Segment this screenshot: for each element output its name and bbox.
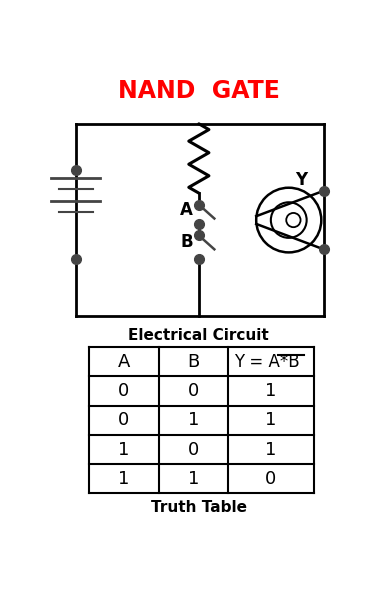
Text: NAND  GATE: NAND GATE: [118, 79, 280, 103]
Text: 1: 1: [265, 411, 277, 429]
Text: 0: 0: [118, 411, 129, 429]
Text: 1: 1: [188, 411, 199, 429]
Text: 1: 1: [118, 441, 129, 458]
Text: Truth Table: Truth Table: [151, 499, 247, 515]
Text: 1: 1: [188, 470, 199, 488]
Text: Y = A*B: Y = A*B: [234, 353, 300, 370]
Text: Y: Y: [295, 171, 307, 189]
Text: B: B: [187, 353, 199, 370]
Text: Electrical Circuit: Electrical Circuit: [128, 328, 269, 343]
Text: 0: 0: [265, 470, 277, 488]
Text: 1: 1: [265, 382, 277, 400]
Text: 1: 1: [265, 441, 277, 458]
Text: 1: 1: [118, 470, 129, 488]
Text: 0: 0: [118, 382, 129, 400]
Text: 0: 0: [188, 441, 199, 458]
Text: A: A: [118, 353, 130, 370]
Text: A: A: [180, 201, 193, 219]
Text: 0: 0: [188, 382, 199, 400]
Text: B: B: [180, 233, 193, 252]
